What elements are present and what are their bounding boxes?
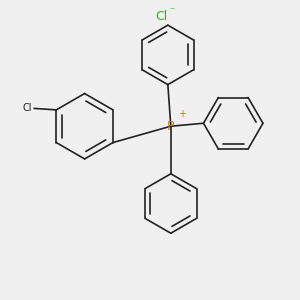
Text: ⁻: ⁻ xyxy=(169,6,174,16)
Text: P: P xyxy=(167,120,175,133)
Text: +: + xyxy=(178,109,186,119)
Text: Cl: Cl xyxy=(22,103,32,113)
Text: Cl: Cl xyxy=(156,10,168,23)
